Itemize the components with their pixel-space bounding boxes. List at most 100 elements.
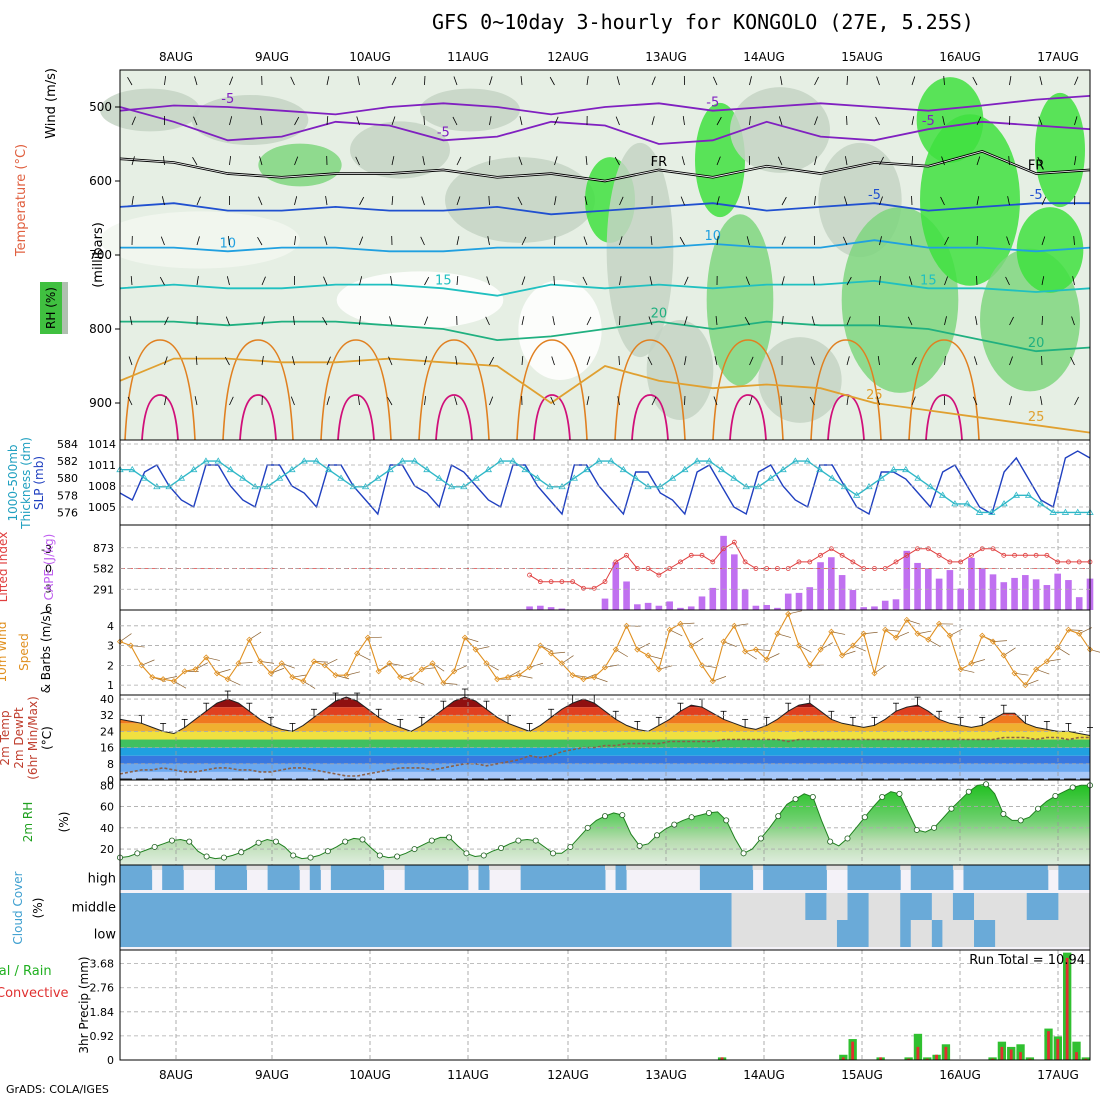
wind-speed-line xyxy=(120,614,1090,685)
cape-bar xyxy=(1011,578,1018,610)
cape-label-1: CAPE (J/kg) xyxy=(42,534,56,601)
cloud-cell-high xyxy=(436,865,447,890)
cloud-cell-high xyxy=(732,865,743,890)
cloud-cell-middle xyxy=(1048,893,1059,920)
cloud-cell-low xyxy=(974,920,985,947)
x-tick-label-top: 14AUG xyxy=(743,50,785,64)
cloud-cell-low xyxy=(890,920,901,947)
cloud-cell-high xyxy=(594,865,605,890)
cloud-cell-high xyxy=(616,865,627,890)
cloud-cell-middle xyxy=(637,893,648,920)
rh-point xyxy=(914,827,919,832)
cloud-cell-high xyxy=(900,865,911,870)
li-point xyxy=(528,573,532,577)
cloud-cell-low xyxy=(826,920,837,947)
rh-point xyxy=(620,812,625,817)
cloud-cell-high xyxy=(953,865,964,870)
cloud-cell-low xyxy=(299,920,310,947)
precip-convective-bar xyxy=(1075,1052,1078,1060)
rh-point xyxy=(1018,818,1023,823)
cloud-cell-low xyxy=(900,920,911,947)
precip-frame xyxy=(120,950,1090,1060)
cloud-cell-high xyxy=(985,865,996,890)
rh-point xyxy=(793,797,798,802)
cape-bar xyxy=(656,606,663,610)
cloud-cell-high xyxy=(1048,865,1059,870)
cloud-cell-high xyxy=(974,865,985,890)
cloud-cell-low xyxy=(405,920,416,947)
cape-bar xyxy=(871,606,878,610)
cape-bar xyxy=(806,587,813,610)
cloud-cell-high xyxy=(679,865,690,870)
cape-bar xyxy=(742,589,749,610)
cloud-cell-middle xyxy=(710,893,721,920)
cloud-cell-high xyxy=(963,865,974,890)
cloud-cell-low xyxy=(236,920,247,947)
temp-tick-label: 8 xyxy=(107,758,114,771)
cloud-cell-middle xyxy=(1037,893,1048,920)
x-tick-label-bottom: 14AUG xyxy=(743,1068,785,1082)
cloud-cell-middle xyxy=(732,893,743,920)
cloud-cell-low xyxy=(531,920,542,947)
cloud-cell-low xyxy=(489,920,500,947)
cloud-cell-middle xyxy=(563,893,574,920)
cloud-cell-low xyxy=(204,920,215,947)
rh-point xyxy=(550,851,555,856)
cape-bar xyxy=(796,593,803,610)
rh-shading xyxy=(445,157,595,243)
cloud-cell-middle xyxy=(1006,893,1017,920)
cloud-cell-middle xyxy=(173,893,184,920)
cape-bar xyxy=(968,558,975,610)
precip-tick-label: 3.68 xyxy=(90,958,115,971)
cloud-cell-low xyxy=(710,920,721,947)
cloud-cell-high xyxy=(257,865,268,870)
rh-point xyxy=(602,814,607,819)
cloud-cell-high xyxy=(721,865,732,890)
temp-band xyxy=(120,748,1090,756)
cloud-cell-middle xyxy=(911,893,922,920)
cloud-cell-high xyxy=(468,865,479,870)
rh-point xyxy=(481,853,486,858)
precip-tick-label: 1.84 xyxy=(90,1006,115,1019)
cloud-label-0: Cloud Cover xyxy=(11,871,25,944)
cloud-cell-high xyxy=(542,865,553,890)
cape-frame xyxy=(120,525,1090,610)
cloud-cell-high xyxy=(225,865,236,890)
precip-total-label: Total / Rain xyxy=(0,964,52,979)
cape-bar xyxy=(947,570,954,610)
cloud-cell-middle xyxy=(858,893,869,920)
cloud-cell-low xyxy=(225,920,236,947)
contour-label: -5 xyxy=(706,96,719,111)
cape-bar xyxy=(602,599,609,610)
cloud-cell-middle xyxy=(837,893,848,920)
rh-point xyxy=(828,839,833,844)
rh-point xyxy=(932,825,937,830)
cloud-cell-low xyxy=(658,920,669,947)
cloud-cell-low xyxy=(594,920,605,947)
precip-convective-label: Convective xyxy=(0,986,69,1001)
cloud-cell-low xyxy=(363,920,374,947)
rh-point xyxy=(498,845,503,850)
cloud-cell-low xyxy=(373,920,384,947)
cloud-cell-high xyxy=(658,865,669,870)
rh-shading xyxy=(192,95,309,145)
profile-wind-label: Wind (m/s) xyxy=(44,68,59,139)
rh-point xyxy=(845,836,850,841)
precip-tick-label: 0 xyxy=(107,1054,114,1067)
thickness-tick-label: 584 xyxy=(57,438,78,451)
cloud-cell-middle xyxy=(521,893,532,920)
rh-label-1: (%) xyxy=(57,812,71,833)
precip-convective-bar xyxy=(851,1042,854,1060)
x-tick-label-bottom: 13AUG xyxy=(645,1068,687,1082)
cloud-cell-low xyxy=(415,920,426,947)
cloud-cell-high xyxy=(215,865,226,890)
contour-label: 25 xyxy=(1028,410,1045,425)
cloud-cell-low xyxy=(141,920,152,947)
contour-label: 15 xyxy=(920,273,937,288)
cloud-cell-middle xyxy=(932,893,943,920)
temp-label-3: (°C) xyxy=(40,726,54,750)
cape-bar xyxy=(828,557,835,610)
cloud-cell-middle xyxy=(763,893,774,920)
slp-label-2: SLP (mb) xyxy=(32,456,46,510)
